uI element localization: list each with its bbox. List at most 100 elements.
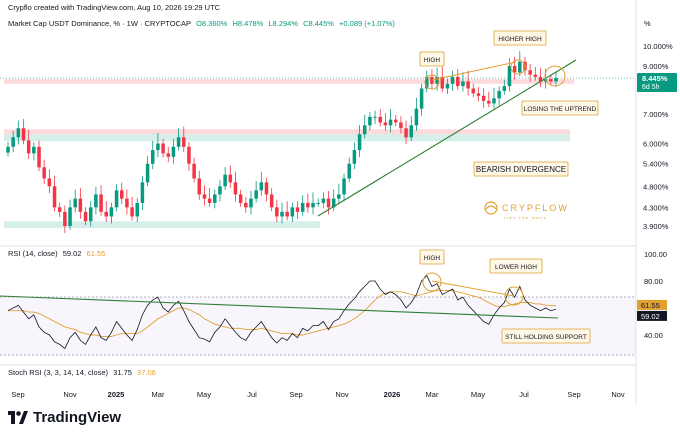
bearish-divergence-label-text: BEARISH DIVERGENCE bbox=[476, 165, 566, 174]
support-zone-bottom bbox=[4, 221, 320, 229]
candle-body bbox=[373, 116, 377, 118]
candle-body bbox=[26, 140, 31, 154]
candle-body bbox=[404, 128, 408, 138]
losing-uptrend-label-box bbox=[521, 100, 599, 116]
candle-body bbox=[135, 202, 140, 217]
price-tick: 6.000% bbox=[643, 140, 669, 149]
candle-body bbox=[461, 81, 465, 87]
time-tick: May bbox=[471, 390, 485, 399]
candle-body bbox=[130, 207, 134, 217]
candle-body bbox=[94, 194, 98, 208]
zones bbox=[0, 77, 636, 229]
rsi-tick: 40.00 bbox=[644, 331, 663, 340]
price-badge bbox=[637, 73, 677, 93]
candle-body bbox=[388, 119, 393, 126]
ohlc-open: O8.360% bbox=[196, 19, 228, 28]
candle-body bbox=[331, 198, 336, 208]
rsi-label[interactable]: RSI (14, close) bbox=[8, 249, 58, 258]
tradingview-logo-icon bbox=[8, 411, 28, 424]
candle-body bbox=[259, 182, 264, 191]
candle-body bbox=[487, 100, 491, 104]
candle-body bbox=[492, 98, 496, 104]
time-tick: Nov bbox=[63, 390, 77, 399]
candle-body bbox=[52, 186, 57, 208]
candle-body bbox=[32, 146, 36, 154]
candle-body bbox=[518, 61, 522, 73]
candle-body bbox=[233, 182, 238, 195]
price-tick: 9.000% bbox=[643, 62, 669, 71]
candle-body bbox=[300, 202, 305, 212]
candle-body bbox=[347, 163, 351, 179]
candle-body bbox=[125, 198, 129, 208]
symbol-name[interactable]: Market Cap USDT Dominance, % · 1W · CRYP… bbox=[8, 19, 191, 28]
support-zone-mid bbox=[4, 134, 570, 142]
rsi-high-label-box bbox=[419, 249, 445, 265]
candle-body bbox=[554, 78, 558, 82]
higher-high-circle bbox=[510, 59, 526, 75]
candle-body bbox=[218, 186, 222, 195]
still-holding-label-box bbox=[501, 328, 591, 344]
candle-body bbox=[342, 178, 346, 195]
candle-body bbox=[383, 122, 388, 126]
rsi-line bbox=[7, 274, 557, 350]
candle-body bbox=[171, 146, 176, 157]
tradingview-brand[interactable]: TradingView bbox=[8, 409, 121, 426]
candle-body bbox=[481, 95, 486, 101]
candle-body bbox=[497, 90, 501, 99]
time-tick: Jul bbox=[519, 390, 529, 399]
rsi-divergence-line bbox=[431, 280, 515, 297]
resistance-zone-mid bbox=[4, 129, 570, 135]
candle-body bbox=[409, 125, 414, 138]
time-tick: 2025 bbox=[108, 390, 125, 399]
rsi-badge bbox=[637, 310, 667, 321]
rsi-header: RSI (14, close) 59.02 61.55 bbox=[8, 249, 108, 258]
candle-body bbox=[538, 76, 543, 82]
candle-body bbox=[99, 194, 103, 212]
time-tick: Nov bbox=[335, 390, 349, 399]
candle-body bbox=[176, 137, 181, 147]
rsi-pane bbox=[7, 274, 557, 350]
price-tick: 4.300% bbox=[643, 203, 669, 212]
price-tick: 10.000% bbox=[643, 42, 673, 51]
candle-body bbox=[368, 116, 372, 126]
stoch-d-value: 37.06 bbox=[137, 368, 156, 377]
candle-body bbox=[357, 134, 362, 151]
uptrend-line bbox=[317, 59, 577, 217]
price-tick: 7.000% bbox=[643, 110, 669, 119]
crypflow-wave-icon bbox=[485, 205, 497, 210]
ohlc-high: H8.478% bbox=[232, 19, 264, 28]
price-tick: 5.400% bbox=[643, 160, 669, 169]
rsi-ma-badge-value: 61.55 bbox=[641, 301, 660, 310]
stoch-label[interactable]: Stoch RSI (3, 3, 14, 14, close) bbox=[8, 368, 109, 377]
candle-body bbox=[424, 76, 429, 89]
time-tick: Sep bbox=[567, 390, 580, 399]
price-badge-value: 8.445% bbox=[642, 74, 668, 83]
stoch-k-value: 31.75 bbox=[113, 368, 132, 377]
price-badge-countdown: 6d 5h bbox=[642, 84, 660, 91]
candle-body bbox=[119, 190, 124, 199]
candle-body bbox=[6, 146, 10, 153]
candle-body bbox=[306, 202, 310, 208]
candle-body bbox=[512, 65, 517, 73]
crypflow-logo-name: CRYPFLOW bbox=[502, 203, 569, 213]
candle-body bbox=[228, 174, 233, 183]
candle-body bbox=[249, 198, 253, 208]
higher-high-label-text: HIGHER HIGH bbox=[498, 36, 542, 43]
candle-body bbox=[63, 211, 67, 227]
candle-body bbox=[321, 198, 326, 203]
axis-unit: % bbox=[644, 19, 651, 28]
candle-body bbox=[254, 190, 258, 199]
candles bbox=[6, 51, 558, 234]
candle-body bbox=[435, 76, 439, 84]
candle-body bbox=[47, 178, 52, 187]
candle-body bbox=[223, 174, 227, 187]
rsi-tick: 100.00 bbox=[644, 250, 667, 259]
candle-body bbox=[104, 211, 108, 217]
candle-body bbox=[414, 108, 419, 126]
candle-body bbox=[502, 86, 507, 91]
rsi-lower-high-circle bbox=[504, 286, 524, 306]
candle-body bbox=[42, 167, 46, 179]
candle-body bbox=[528, 70, 532, 75]
stoch-header: Stoch RSI (3, 3, 14, 14, close) 31.75 37… bbox=[8, 368, 159, 377]
